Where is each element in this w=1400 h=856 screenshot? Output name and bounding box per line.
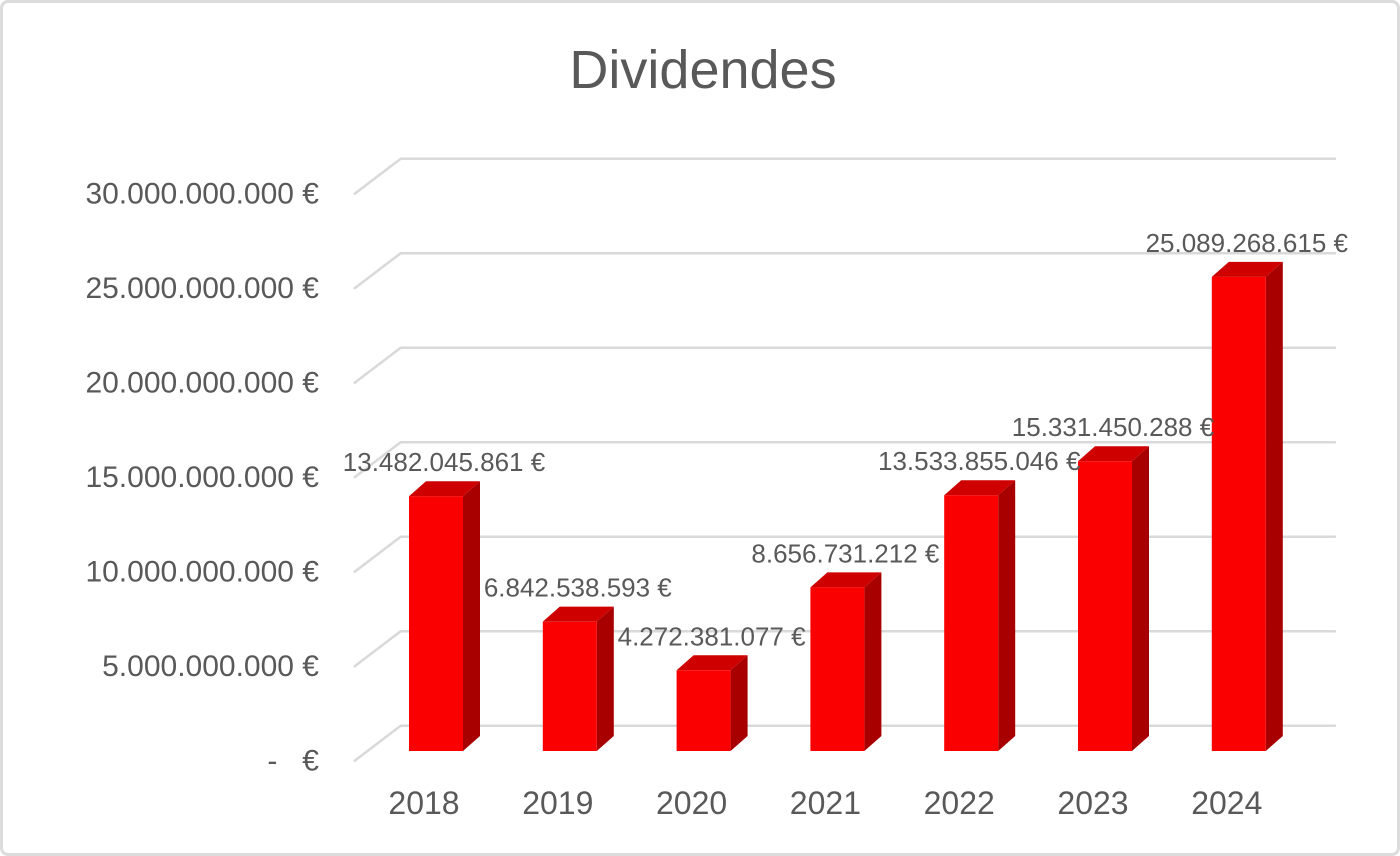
bar-front-face (1211, 276, 1266, 751)
bar-top-face (676, 655, 748, 671)
bar-side-face (1132, 446, 1149, 751)
bar-top-face (542, 606, 614, 622)
bar-top-face (1078, 446, 1149, 462)
chart-title: Dividendes (569, 40, 836, 100)
y-axis-tick-label: 30.000.000.000 € (85, 178, 319, 211)
gridline (353, 724, 1337, 762)
gridline (353, 535, 1337, 573)
gridline (353, 251, 1337, 290)
x-axis-tick-label: 2019 (522, 785, 593, 821)
x-axis-tick-label: 2023 (1057, 785, 1128, 821)
bar-top-face (810, 572, 882, 588)
bars (409, 261, 1283, 751)
bar-2024 (1211, 261, 1283, 751)
bar-top-face (409, 481, 480, 497)
data-label: 6.842.538.593 € (484, 573, 672, 603)
bar-top-face (944, 480, 1016, 496)
bar-2019 (542, 606, 614, 751)
bar-2021 (810, 572, 882, 751)
bar-side-face (730, 655, 748, 751)
x-axis-tick-label: 2021 (790, 785, 861, 821)
bar-side-face (864, 572, 882, 751)
data-label: 13.533.855.046 € (878, 446, 1081, 476)
data-label: 25.089.268.615 € (1146, 228, 1349, 258)
data-label: 8.656.731.212 € (751, 538, 939, 568)
bar-2023 (1078, 446, 1149, 751)
data-label: 4.272.381.077 € (618, 621, 806, 651)
y-axis-labels: - € 5.000.000.000 € 10.000.000.000 € 15.000… (85, 178, 319, 778)
x-axis-tick-label: 2024 (1191, 785, 1262, 821)
x-axis-tick-label: 2022 (924, 785, 995, 821)
y-axis-tick-label: 20.000.000.000 € (85, 367, 319, 400)
bar-side-face (998, 480, 1016, 751)
y-axis-tick-label: 25.000.000.000 € (85, 272, 319, 305)
bar-front-face (409, 496, 463, 751)
gridline (353, 629, 1337, 668)
data-label: 13.482.045.861 € (343, 447, 546, 477)
y-axis-tick-label: 5.000.000.000 € (102, 650, 319, 683)
y-axis-tick-label: 10.000.000.000 € (85, 556, 319, 589)
y-axis-tick-label: 15.000.000.000 € (85, 461, 319, 494)
bar-side-face (463, 481, 480, 751)
bar-front-face (542, 621, 597, 751)
bar-front-face (944, 495, 999, 751)
y-axis-tick-label: - € (267, 745, 319, 778)
gridlines (353, 157, 1337, 762)
bar-top-face (1211, 261, 1283, 277)
bar-side-face (1265, 261, 1283, 751)
bar-side-face (596, 606, 614, 751)
x-axis-tick-label: 2018 (388, 785, 459, 821)
gridline (353, 157, 1337, 195)
bar-front-face (676, 670, 731, 751)
data-labels: 13.482.045.861 € 6.842.538.593 € 4.272.381… (343, 228, 1349, 651)
bar-2018 (409, 481, 480, 751)
bar-front-face (1078, 461, 1132, 751)
data-label: 15.331.450.288 € (1012, 412, 1215, 442)
bar-chart: Dividendes 13.482.045.861 € 6.842.538.593… (85, 40, 1349, 821)
bar-2022 (944, 480, 1016, 751)
x-axis-labels: 2018 2019 2020 2021 2022 2023 2024 (388, 785, 1262, 821)
gridline (353, 440, 1337, 479)
bar-2020 (676, 655, 748, 751)
gridline (353, 346, 1337, 384)
bar-front-face (810, 587, 865, 751)
x-axis-tick-label: 2020 (656, 785, 727, 821)
